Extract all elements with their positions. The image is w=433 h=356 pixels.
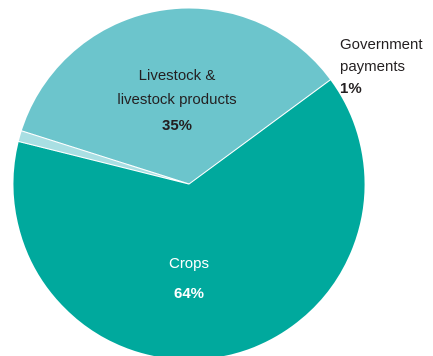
- slice-label-government-line2: payments: [340, 58, 405, 75]
- slice-label-government-line1: Government: [340, 36, 423, 53]
- slice-label-livestock-line1: Livestock &: [139, 67, 216, 84]
- slice-label-crops: Crops: [169, 255, 209, 272]
- slice-value-government: 1%: [340, 80, 362, 97]
- slice-label-livestock-line2: livestock products: [117, 91, 236, 108]
- slice-value-livestock: 35%: [162, 117, 192, 134]
- slice-value-crops: 64%: [174, 285, 204, 302]
- pie-slices: [13, 8, 365, 356]
